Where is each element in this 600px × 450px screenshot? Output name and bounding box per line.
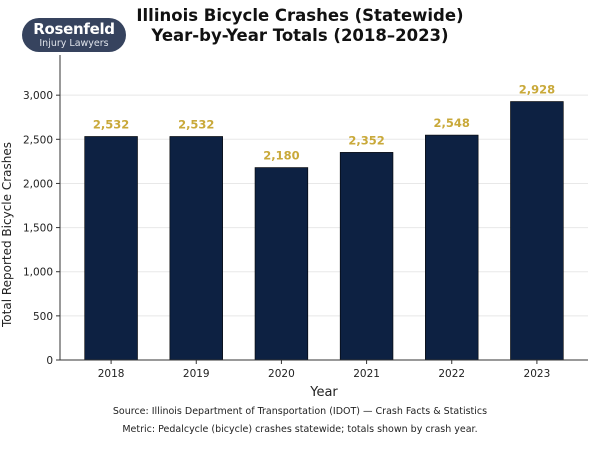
y-axis-label: Total Reported Bicycle Crashes [0,142,14,328]
rosenfeld-logo: Rosenfeld Injury Lawyers [22,18,126,52]
x-tick-label: 2022 [438,368,465,380]
bar-2022 [425,134,479,361]
bar-2018 [84,136,138,361]
bar-2023 [510,101,564,361]
x-tick-label: 2020 [268,368,295,380]
chart-title: Illinois Bicycle Crashes (Statewide) Yea… [0,6,600,46]
bar-2019 [169,136,223,361]
data-label: 2,180 [263,149,299,163]
y-tick-label: 1,500 [23,223,53,235]
x-tick-label: 2021 [353,368,380,380]
y-tick-label: 2,000 [23,178,53,190]
logo-name: Rosenfeld [33,20,115,38]
y-tick-label: 500 [33,311,53,323]
y-tick-label: 1,000 [23,267,53,279]
x-tick-label: 2018 [98,368,125,380]
logo-tagline: Injury Lawyers [39,38,109,49]
x-tick-label: 2023 [524,368,551,380]
data-label: 2,532 [93,117,129,131]
x-tick-label: 2019 [183,368,210,380]
y-tick-label: 3,000 [23,90,53,102]
data-label: 2,548 [434,116,470,130]
y-tick-label: 0 [46,355,53,367]
data-label: 2,532 [178,117,214,131]
y-tick-label: 2,500 [23,134,53,146]
data-label: 2,352 [348,133,384,147]
chart-title-line-1: Illinois Bicycle Crashes (Statewide) [136,6,464,25]
x-axis-label: Year [309,385,338,400]
data-label: 2,928 [519,83,555,97]
source-note: Source: Illinois Department of Transport… [112,406,488,417]
chart-title-line-2: Year-by-Year Totals (2018–2023) [151,26,449,45]
bar-2021 [339,152,394,361]
bar-2020 [254,167,309,361]
metric-note: Metric: Pedalcycle (bicycle) crashes sta… [122,424,478,435]
